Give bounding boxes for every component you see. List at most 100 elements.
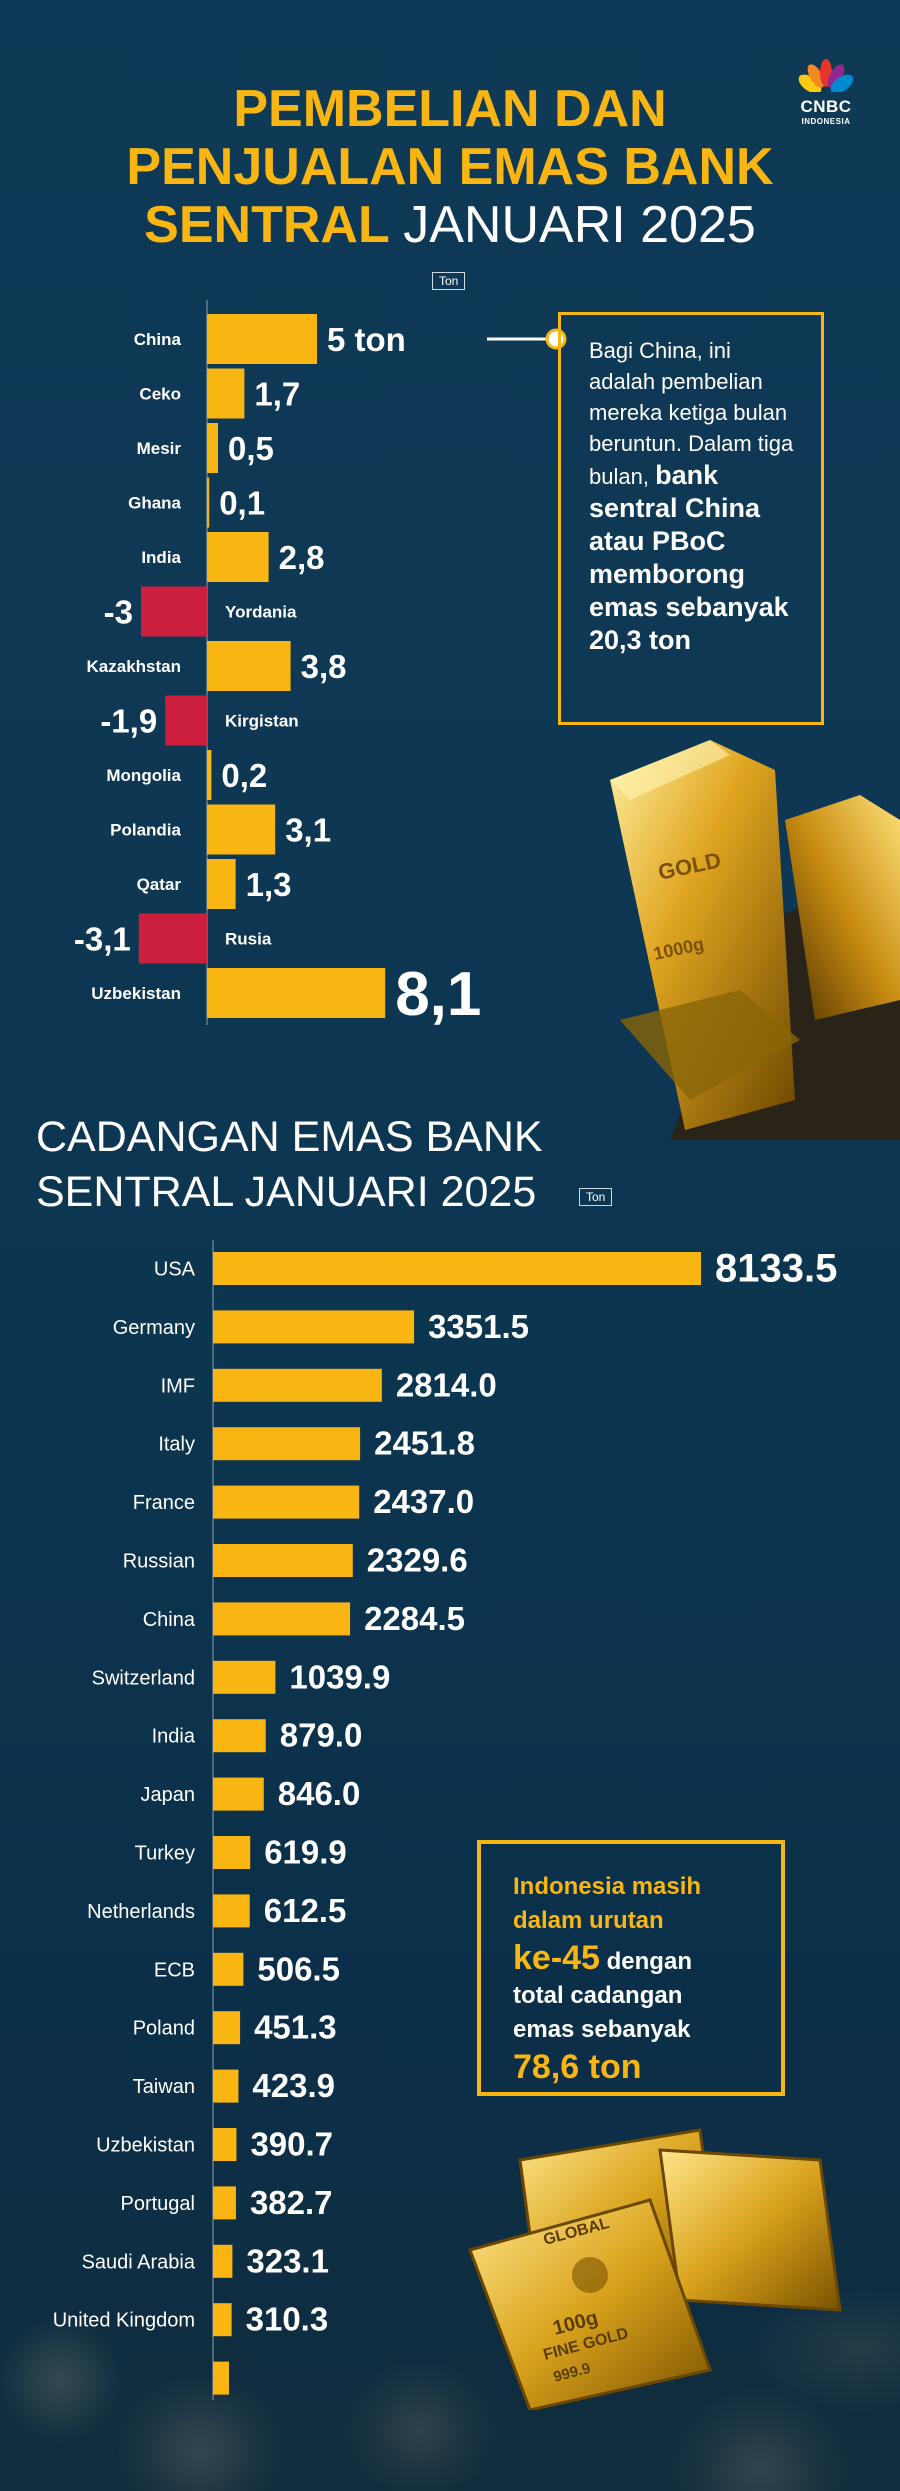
category-label: Kazakhstan <box>87 657 181 676</box>
bar-kirgistan <box>165 695 207 746</box>
category-label: United Kingdom <box>53 2310 195 2332</box>
indonesia-box: Indonesia masih dalam urutan ke-45 denga… <box>477 1840 785 2096</box>
value-label: 2,8 <box>279 539 325 576</box>
category-label: Mesir <box>137 439 182 458</box>
indonesia-rank: ke-45 <box>513 1939 600 1977</box>
category-label: France <box>133 1492 195 1514</box>
section-2-title: CADANGAN EMAS BANK SENTRAL JANUARI 2025 <box>36 1110 596 1220</box>
bar-polandia <box>207 804 276 855</box>
category-label: China <box>143 1609 196 1631</box>
value-label: 1,7 <box>254 376 300 413</box>
bar-india <box>213 1719 266 1753</box>
gold-bars-fine-gold-image: GLOBAL 100g FINE GOLD 999.9 <box>468 2128 842 2410</box>
bar-rusia <box>138 913 207 964</box>
bar-uzbekistan <box>213 2128 237 2161</box>
category-label: Turkey <box>135 1843 195 1865</box>
chart-gold-reserves: USA 8133.5 Germany 3351.5 IMF 2814.0 Italy 2451… <box>53 1240 837 2400</box>
bar-china <box>207 314 317 364</box>
bar-uzbekistan <box>207 968 386 1018</box>
value-label: 323.1 <box>246 2242 329 2279</box>
callout-bold-text: bank sentral China atau PBoC memborong e… <box>589 460 789 655</box>
bar-mesir <box>207 423 218 473</box>
category-label: Qatar <box>137 875 182 894</box>
value-label: 1,3 <box>246 866 292 903</box>
value-label: 390.7 <box>250 2126 333 2163</box>
indonesia-line-3-tail: dengan <box>606 1948 692 1975</box>
title-line-2: PENJUALAN EMAS BANK <box>126 138 774 196</box>
unit-label-1: Ton <box>432 272 466 290</box>
category-label: Russian <box>123 1551 195 1573</box>
value-label: 310.3 <box>246 2301 329 2338</box>
bar-russian <box>213 1544 353 1577</box>
value-label: 2437.0 <box>373 1483 474 1520</box>
value-label: 382.7 <box>250 2184 333 2221</box>
bar-partial <box>213 2361 229 2395</box>
page-title: PEMBELIAN DAN PENJUALAN EMAS BANK SENTRA… <box>0 80 900 254</box>
bar-germany <box>213 1310 415 1344</box>
bar-imf <box>213 1368 382 1402</box>
category-label: Taiwan <box>133 2076 195 2098</box>
bar-ceko <box>207 368 245 419</box>
value-label: 612.5 <box>264 1892 347 1929</box>
indonesia-line-4: total cadangan <box>513 1982 683 2009</box>
unit-label-2: Ton <box>579 1188 613 1206</box>
callout-text: Bagi China, ini adalah pembelian mereka … <box>589 338 794 489</box>
value-label: 506.5 <box>257 1950 340 1987</box>
bar-yordania <box>141 586 207 637</box>
title-line-3-bold: SENTRAL <box>144 196 389 254</box>
category-label: Switzerland <box>92 1667 195 1689</box>
value-label: 3351.5 <box>428 1308 529 1345</box>
category-label: Kirgistan <box>225 712 299 731</box>
cnbc-logo: CNBC INDONESIA <box>790 58 862 126</box>
category-label: Portugal <box>121 2193 196 2215</box>
category-label: India <box>152 1726 196 1748</box>
bar-china <box>213 1602 351 1636</box>
bar-mongolia <box>207 750 212 800</box>
value-label: -3,1 <box>74 921 131 958</box>
title-line-3-plain: JANUARI 2025 <box>403 196 756 254</box>
category-label: China <box>134 330 182 349</box>
bar-united-kingdom <box>213 2303 232 2337</box>
category-label: Mongolia <box>106 766 181 785</box>
value-label: 0,2 <box>221 757 267 794</box>
category-label: ECB <box>154 1959 195 1981</box>
value-label: 846.0 <box>278 1775 361 1812</box>
bar-kazakhstan <box>207 641 291 691</box>
category-label: IMF <box>161 1375 195 1397</box>
value-label: 879.0 <box>280 1717 363 1754</box>
bar-italy <box>213 1427 361 1461</box>
value-label: 2814.0 <box>396 1366 497 1403</box>
bar-portugal <box>213 2186 236 2220</box>
category-label: Ghana <box>128 494 181 513</box>
section-2-title-line-2: SENTRAL JANUARI 2025 <box>36 1168 537 1216</box>
callout-box: Bagi China, ini adalah pembelian mereka … <box>558 312 824 725</box>
indonesia-line-5: emas sebanyak <box>513 2016 691 2043</box>
value-label: 0,5 <box>228 430 274 467</box>
value-label: 2451.8 <box>374 1425 475 1462</box>
bar-ecb <box>213 1952 244 1986</box>
category-label: Italy <box>158 1434 195 1456</box>
indonesia-line-1: Indonesia masih <box>513 1873 702 1900</box>
bar-japan <box>213 1777 264 1811</box>
indonesia-line-2: dalam urutan <box>513 1907 664 1934</box>
value-label: 3,1 <box>285 812 331 849</box>
category-label: Uzbekistan <box>96 2135 195 2157</box>
value-label: 1039.9 <box>289 1658 390 1695</box>
value-label: 2329.6 <box>367 1542 468 1579</box>
indonesia-line-3: ke-45 dengan <box>513 1938 781 1979</box>
category-label: USA <box>154 1259 196 1281</box>
bar-netherlands <box>213 1894 250 1928</box>
category-label: Germany <box>113 1317 195 1339</box>
bar-saudi-arabia <box>213 2244 233 2278</box>
category-label: Rusia <box>225 930 272 949</box>
value-label: 423.9 <box>252 2067 335 2104</box>
category-label: India <box>141 548 181 567</box>
bar-ghana <box>207 477 210 528</box>
bar-poland <box>213 2011 241 2045</box>
section-2-title-line-1: CADANGAN EMAS BANK <box>36 1113 543 1161</box>
peacock-icon <box>798 59 854 94</box>
title-line-1: PEMBELIAN DAN <box>233 80 667 138</box>
bar-usa <box>213 1252 701 1285</box>
category-label: Poland <box>133 2018 195 2040</box>
category-label: Japan <box>141 1784 196 1806</box>
